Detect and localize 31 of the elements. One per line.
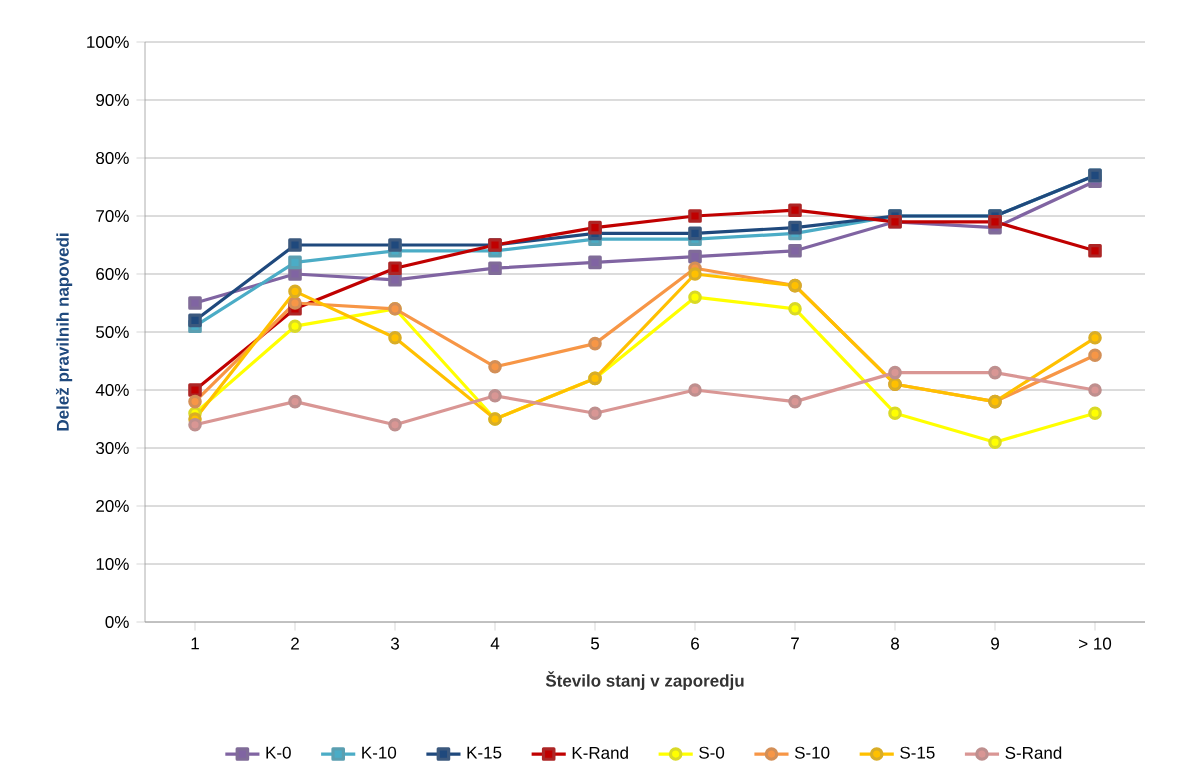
legend-label: S-10 bbox=[794, 746, 830, 759]
y-tick-label: 70% bbox=[96, 210, 129, 223]
x-tick-label: 6 bbox=[691, 637, 699, 650]
y-axis-title: Delež pravilnih napovedi bbox=[55, 233, 73, 431]
x-tick-label: > 10 bbox=[1079, 637, 1112, 650]
legend-label: S-Rand bbox=[1005, 746, 1062, 759]
y-tick-label: 40% bbox=[95, 384, 129, 397]
x-tick-label: 1 bbox=[191, 637, 199, 650]
y-tick-label: 30% bbox=[96, 442, 129, 455]
legend-label: S-15 bbox=[900, 746, 935, 759]
x-tick-label: 4 bbox=[490, 637, 500, 650]
y-tick-label: 50% bbox=[96, 326, 129, 339]
y-tick-label: 60% bbox=[96, 268, 129, 281]
legend-label: K-15 bbox=[467, 746, 502, 759]
x-tick-label: 2 bbox=[291, 637, 299, 650]
y-tick-label: 100% bbox=[87, 36, 129, 49]
y-tick-label: 20% bbox=[96, 500, 129, 513]
legend-label: K-0 bbox=[266, 746, 291, 759]
x-tick-label: 7 bbox=[791, 637, 799, 650]
y-tick-label: 90% bbox=[96, 94, 129, 107]
x-tick-label: 8 bbox=[891, 637, 899, 650]
x-tick-label: 9 bbox=[991, 637, 999, 650]
x-axis-title: Število stanj v zaporedju bbox=[545, 671, 744, 691]
y-tick-label: 0% bbox=[105, 616, 129, 629]
x-tick-label: 3 bbox=[390, 637, 399, 650]
legend-label: K-10 bbox=[362, 746, 397, 759]
legend-label: S-0 bbox=[699, 746, 725, 759]
y-tick-label: 80% bbox=[96, 152, 129, 165]
x-tick-label: 5 bbox=[590, 637, 600, 650]
legend-label: K-Rand bbox=[572, 746, 628, 759]
y-tick-label: 10% bbox=[96, 558, 129, 571]
